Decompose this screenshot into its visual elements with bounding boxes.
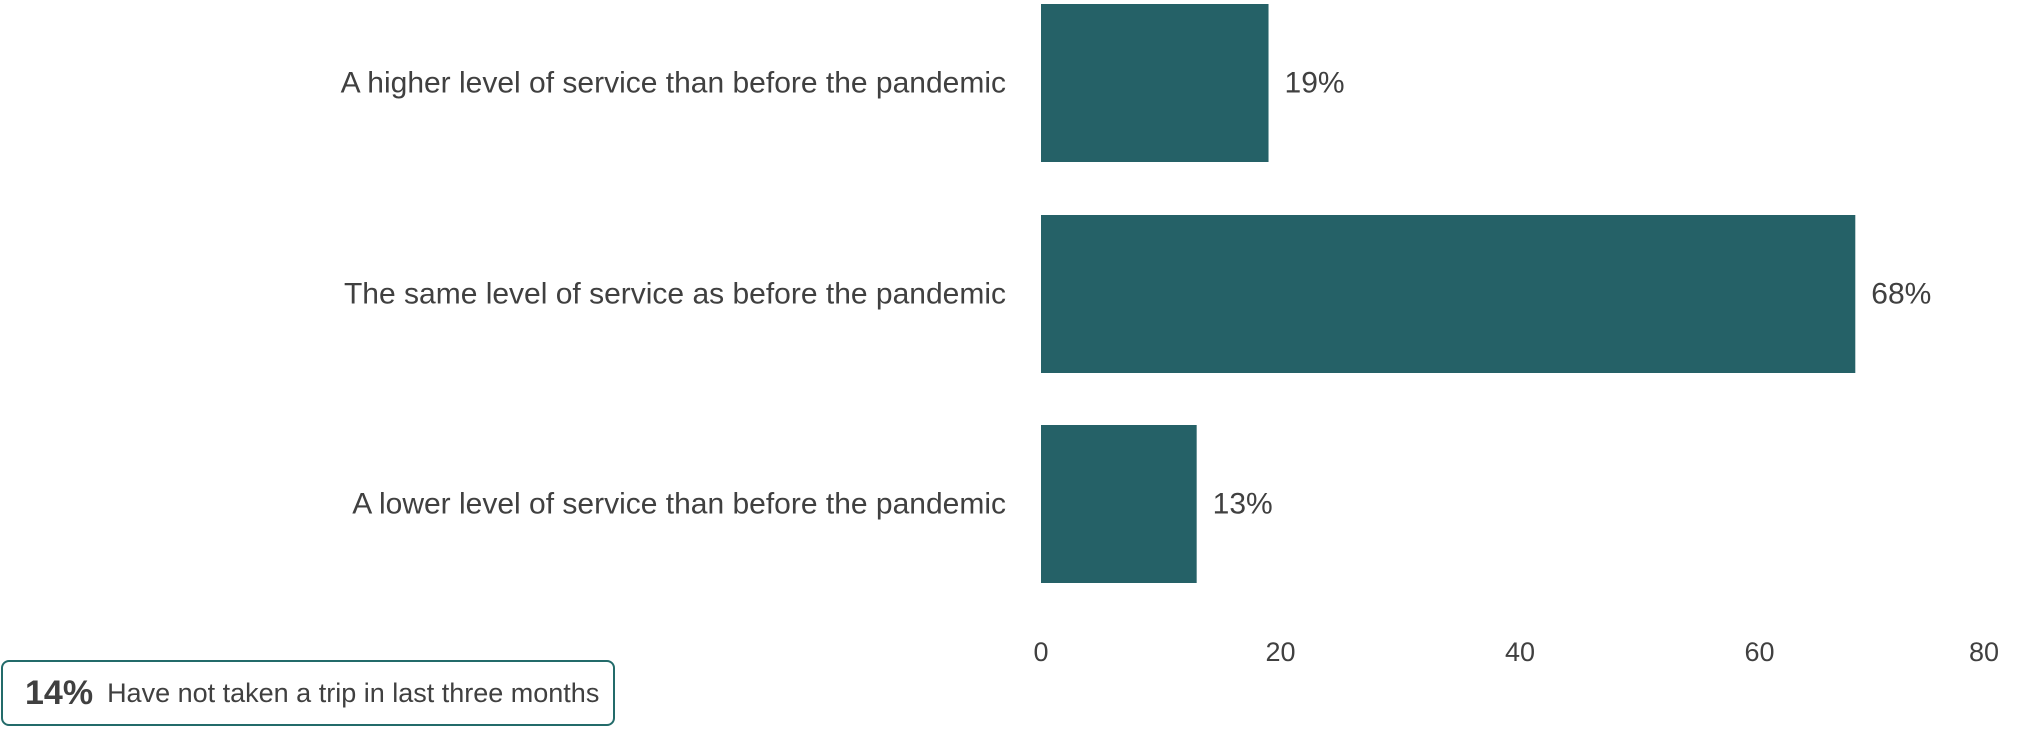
- bar-1: [1041, 4, 1269, 162]
- data-label-3: 13%: [1213, 488, 1273, 521]
- x-tick-label-0: 0: [1033, 637, 1048, 667]
- note-value: 14%: [25, 673, 94, 712]
- x-tick-label-60: 60: [1744, 637, 1774, 667]
- category-label-1: A higher level of service than before th…: [341, 67, 1006, 100]
- data-label-2: 68%: [1871, 278, 1931, 311]
- note-box: 14% Have not taken a trip in last three …: [1, 660, 616, 726]
- x-tick-label-40: 40: [1505, 637, 1535, 667]
- x-tick-label-80: 80: [1969, 637, 1999, 667]
- category-label-2: The same level of service as before the …: [344, 278, 1006, 311]
- x-tick-label-20: 20: [1265, 637, 1295, 667]
- category-label-3: A lower level of service than before the…: [352, 488, 1006, 521]
- data-label-1: 19%: [1285, 67, 1345, 100]
- bar-2: [1041, 215, 1856, 373]
- bar-3: [1041, 425, 1197, 583]
- note-text: Have not taken a trip in last three mont…: [107, 677, 600, 708]
